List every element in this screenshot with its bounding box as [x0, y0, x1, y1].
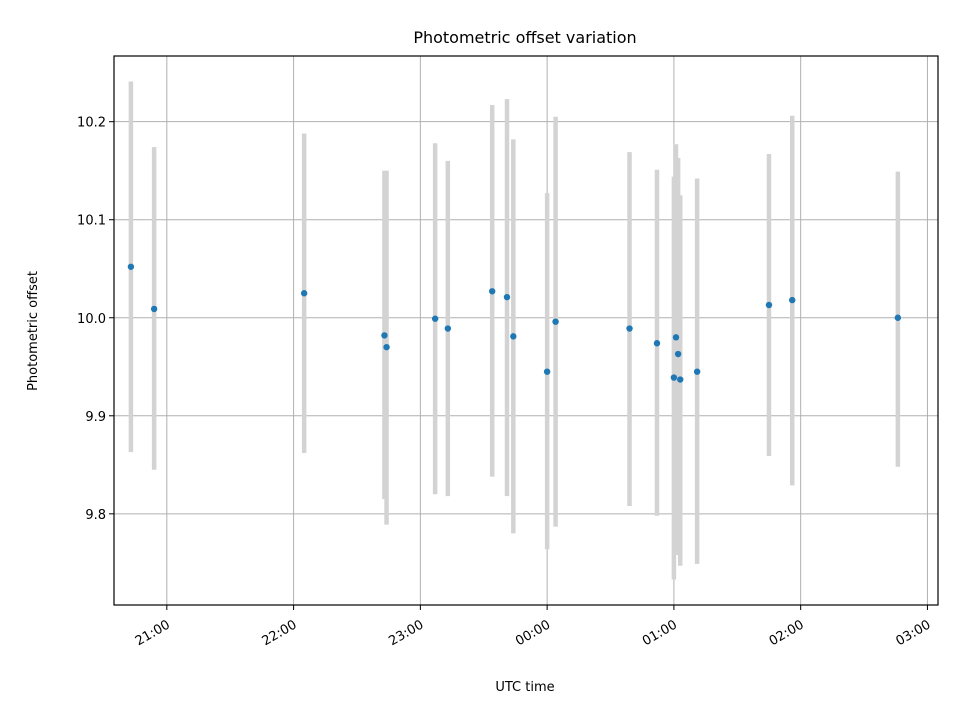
data-point	[672, 334, 680, 341]
data-point	[789, 296, 796, 304]
data-point	[677, 376, 684, 383]
data-point	[894, 314, 902, 321]
data-point	[381, 332, 388, 339]
data-point	[543, 368, 551, 375]
chart-title: Photometric offset variation	[413, 28, 636, 47]
data-point	[626, 325, 633, 332]
data-point	[765, 301, 773, 309]
y-tick-label: 9.8	[85, 508, 106, 523]
y-tick-label: 10.1	[77, 214, 106, 229]
data-point	[552, 318, 559, 325]
data-point	[300, 290, 308, 297]
y-axis-label: Photometric offset	[26, 271, 41, 391]
data-point	[488, 288, 496, 295]
data-point	[670, 374, 678, 381]
data-point	[444, 325, 452, 332]
data-points	[127, 263, 902, 383]
data-point	[674, 350, 682, 358]
data-point	[127, 263, 135, 270]
data-point	[503, 293, 511, 301]
data-point	[431, 315, 439, 322]
data-point	[150, 305, 158, 313]
plot-frame	[113, 55, 939, 606]
y-tick-label: 9.9	[85, 410, 106, 425]
y-tick-label: 10.2	[77, 116, 106, 131]
y-axis-ticks: 9.8 9.9 10.0 10.1 10.2	[77, 116, 114, 523]
data-point	[653, 340, 661, 347]
x-axis-label: UTC time	[495, 680, 554, 695]
y-tick-label: 10.0	[77, 312, 106, 327]
data-point	[383, 343, 390, 351]
data-point	[693, 368, 701, 375]
data-point	[510, 333, 517, 340]
